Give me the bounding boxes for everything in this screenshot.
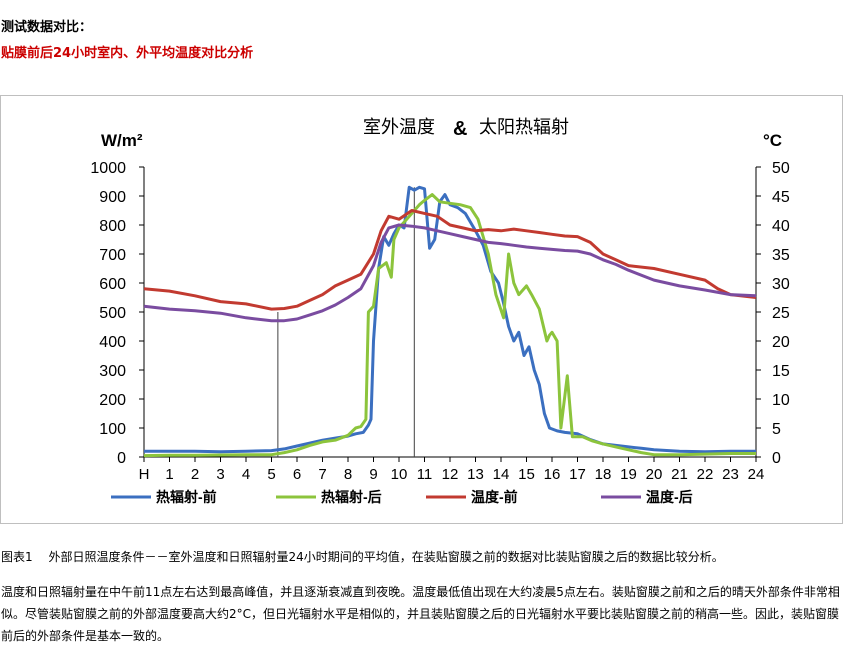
x-tick-label: 13 <box>467 466 484 483</box>
y-left-tick-label: 200 <box>99 392 126 409</box>
page-subheading: 贴膜前后24小时室内、外平均温度对比分析 <box>1 46 254 61</box>
x-tick-label: 17 <box>569 466 586 483</box>
x-tick-label: 23 <box>722 466 739 483</box>
x-tick-label: 8 <box>344 466 352 483</box>
y-left-tick-label: 0 <box>117 450 126 467</box>
y-right-tick-label: 35 <box>772 247 790 264</box>
x-tick-label: 15 <box>518 466 535 483</box>
y-right-tick-label: 5 <box>772 421 781 438</box>
y-axis-right-unit: °C <box>763 131 782 150</box>
analysis-paragraph: 温度和日照辐射量在中午前11点左右达到最高峰值，并且逐渐衰减直到夜晚。温度最低值… <box>1 585 840 643</box>
x-tick-label: 10 <box>391 466 408 483</box>
series-line-4 <box>143 223 757 323</box>
series-line-3 <box>143 209 757 311</box>
x-tick-label: 21 <box>671 466 688 483</box>
legend-label-2: 热辐射-后 <box>321 489 382 505</box>
x-tick-label: 4 <box>242 466 250 483</box>
y-left-tick-label: 500 <box>99 305 126 322</box>
y-left-tick-label: 300 <box>99 363 126 380</box>
x-tick-label: 2 <box>191 466 199 483</box>
x-tick-label: 20 <box>646 466 663 483</box>
series-line-1 <box>144 185 756 454</box>
page-heading: 测试数据对比： <box>1 20 93 35</box>
y-left-tick-label: 700 <box>99 247 126 264</box>
y-left-tick-label: 600 <box>99 276 126 293</box>
x-tick-label: 5 <box>267 466 275 483</box>
y-axis-left-unit: W/m² <box>101 131 143 150</box>
legend-label-3: 温度-前 <box>471 489 518 505</box>
y-right-tick-label: 30 <box>772 276 790 293</box>
legend-label-1: 热辐射-前 <box>156 489 217 505</box>
x-tick-label: 18 <box>595 466 612 483</box>
x-tick-label: 9 <box>369 466 377 483</box>
x-tick-label: 7 <box>318 466 326 483</box>
y-right-tick-label: 20 <box>772 334 790 351</box>
x-tick-label: 16 <box>544 466 561 483</box>
x-tick-label: 12 <box>442 466 459 483</box>
y-left-tick-label: 1000 <box>90 160 126 177</box>
y-right-tick-label: 45 <box>772 189 790 206</box>
chart-title-amp: & <box>453 118 467 140</box>
y-right-tick-label: 40 <box>772 218 790 235</box>
y-right-tick-label: 15 <box>772 363 790 380</box>
chart-svg: 0100200300400500600700800900100005101520… <box>90 117 790 505</box>
x-tick-label: 6 <box>293 466 301 483</box>
x-tick-label: 24 <box>748 466 765 483</box>
y-left-tick-label: 100 <box>99 421 126 438</box>
y-right-tick-label: 50 <box>772 160 790 177</box>
x-tick-label: 14 <box>493 466 510 483</box>
y-left-tick-label: 900 <box>99 189 126 206</box>
y-left-tick-label: 400 <box>99 334 126 351</box>
chart-container: 0 100 200 300 400 500 600 700 800 900 1000 0 5 10 15 20… <box>0 95 843 524</box>
y-right-tick-label: 25 <box>772 305 790 322</box>
y-right-tick-label: 0 <box>772 450 781 467</box>
x-tick-label: 22 <box>697 466 714 483</box>
y-right-tick-label: 10 <box>772 392 790 409</box>
x-tick-label: 1 <box>165 466 173 483</box>
legend-label-4: 温度-后 <box>646 489 693 505</box>
x-tick-label: 3 <box>216 466 224 483</box>
y-left-tick-label: 800 <box>99 218 126 235</box>
x-tick-label: 11 <box>417 466 433 483</box>
figure-caption: 图表1 外部日照温度条件－－室外温度和日照辐射量24小时期间的平均值，在装贴窗膜… <box>1 550 724 564</box>
chart-title-part1: 室外温度 <box>363 117 435 137</box>
x-tick-label: 19 <box>620 466 637 483</box>
series-line-2 <box>143 193 756 458</box>
x-tick-label: H <box>139 466 150 483</box>
chart-title-part2: 太阳热辐射 <box>479 117 569 137</box>
